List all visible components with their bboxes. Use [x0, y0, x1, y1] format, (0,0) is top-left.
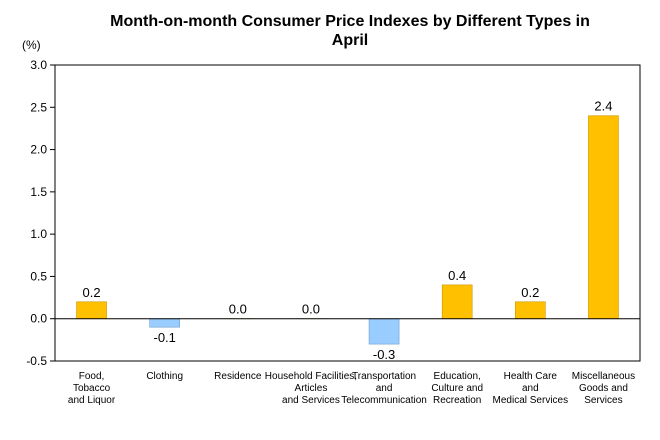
data-label: -0.3 [373, 347, 395, 362]
category-label: Residence [214, 371, 262, 382]
y-tick-label: 1.0 [30, 227, 47, 241]
bar [441, 284, 473, 320]
category-label: Transportation and Telecommunication [341, 371, 427, 406]
bar [149, 318, 180, 328]
category-label: Education, Culture and Recreation [431, 371, 483, 406]
category-label-line: Residence [214, 371, 262, 382]
category-label: Household Facilities, Articles and Service… [265, 371, 357, 406]
category-label-line: Tobacco [73, 383, 111, 394]
bars [55, 115, 640, 345]
y-tick-label: 1.5 [30, 185, 47, 199]
y-tick-label: 0.0 [30, 312, 47, 326]
y-tick-label: -0.5 [26, 354, 47, 368]
y-tick-label: 3.0 [30, 58, 47, 72]
category-label-line: Health Care [504, 371, 558, 382]
y-tick-label: 2.0 [30, 143, 47, 157]
category-label-line: Medical Services [493, 395, 569, 406]
bar [588, 115, 619, 320]
category-label-line: and [522, 383, 539, 394]
data-label: 2.4 [594, 99, 612, 114]
chart-title: Month-on-month Consumer Price Indexes by… [60, 12, 640, 50]
category-label-line: and Services [282, 395, 340, 406]
bar [515, 301, 546, 320]
y-axis-unit-label: (%) [22, 38, 41, 52]
chart-title-line-2: April [331, 32, 369, 49]
category-label: Miscellaneous Goods and Services [572, 371, 635, 406]
category-label-line: Services [584, 395, 622, 406]
category-label-line: Food, [79, 371, 105, 382]
y-tick-label: 0.5 [30, 269, 47, 283]
bar [368, 318, 400, 345]
data-label: 0.2 [83, 285, 101, 300]
category-label-line: Articles [295, 383, 328, 394]
bar [76, 301, 107, 320]
category-label-line: Goods and [579, 383, 628, 394]
category-label: Food, Tobacco and Liquor [68, 371, 116, 406]
category-label-line: Transportation [352, 371, 416, 382]
category-label-line: Education, [434, 371, 481, 382]
category-label-line: Recreation [433, 395, 481, 406]
data-label: 0.0 [302, 302, 320, 317]
chart-title-line-1: Month-on-month Consumer Price Indexes by… [110, 13, 590, 30]
y-axis: -0.5 0.0 0.5 1.0 1.5 2.0 2.5 3.0 [26, 58, 55, 368]
data-label: 0.4 [448, 268, 466, 283]
category-label-line: Telecommunication [341, 395, 427, 406]
data-label: -0.1 [153, 330, 175, 345]
data-label: 0.2 [521, 285, 539, 300]
category-label: Health Care and Medical Services [493, 371, 569, 406]
category-label-line: Clothing [146, 371, 183, 382]
category-label-line: and Liquor [68, 395, 116, 406]
y-tick-label: 2.5 [30, 100, 47, 114]
category-label-line: Culture and [431, 383, 483, 394]
data-label: 0.0 [229, 302, 247, 317]
plot-area [54, 64, 641, 362]
category-label-line: Miscellaneous [572, 371, 635, 382]
data-labels: 0.2 -0.1 0.0 0.0 -0.3 0.4 0.2 2.4 [83, 99, 613, 362]
category-label-line: and [376, 383, 393, 394]
category-label: Clothing [146, 371, 183, 382]
category-label-line: Household Facilities, [265, 371, 357, 382]
